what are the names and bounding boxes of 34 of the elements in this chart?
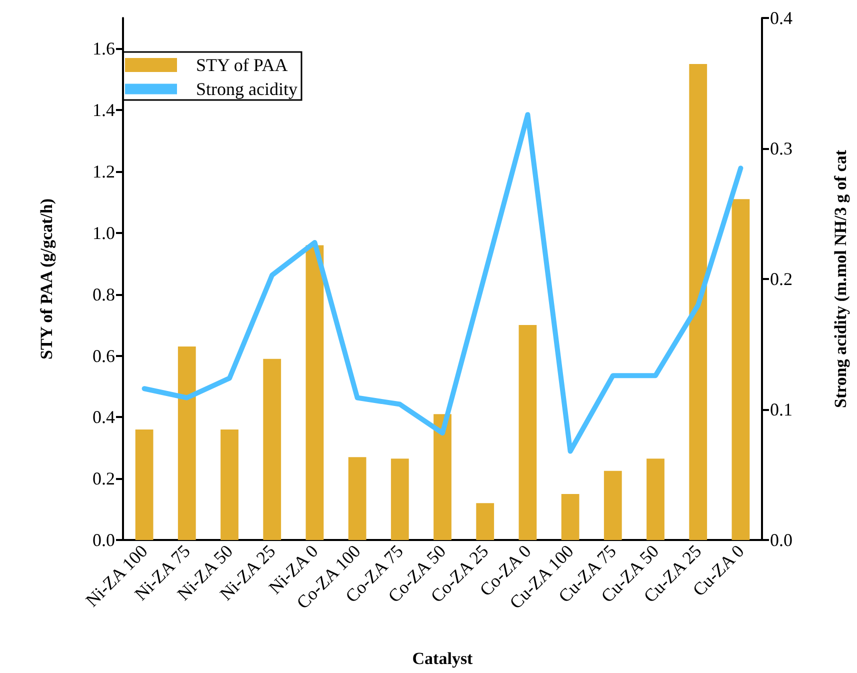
bar bbox=[434, 414, 452, 540]
y-tick-label: 1.2 bbox=[92, 162, 115, 182]
y2-axis-title: Strong acidity (m.mol NH/3 g of cat bbox=[831, 150, 850, 408]
bar bbox=[689, 64, 708, 540]
bar bbox=[348, 457, 366, 540]
x-axis-title: Catalyst bbox=[412, 649, 474, 668]
bar bbox=[263, 358, 282, 540]
bar bbox=[604, 470, 622, 540]
bar bbox=[220, 429, 238, 540]
bar bbox=[306, 245, 324, 540]
bar bbox=[476, 503, 494, 540]
y2-tick-label: 0.4 bbox=[770, 8, 792, 28]
y-tick-label: 1.6 bbox=[92, 38, 115, 59]
y-tick-label: 1.4 bbox=[92, 100, 115, 120]
y-tick-label: 1.0 bbox=[92, 222, 115, 243]
y-tick-label: 0.8 bbox=[92, 284, 115, 304]
bar bbox=[561, 494, 580, 540]
y-axis-title: STY of PAA (g/gcat/h) bbox=[37, 198, 56, 360]
bar bbox=[390, 458, 409, 540]
y2-tick-label: 0.3 bbox=[770, 138, 792, 158]
y-tick-label: 0.0 bbox=[92, 530, 115, 550]
y2-tick-label: 0.1 bbox=[770, 400, 792, 420]
y2-tick-label: 0.2 bbox=[770, 269, 792, 289]
bar bbox=[178, 346, 196, 540]
y-tick-label: 0.4 bbox=[92, 407, 115, 428]
legend-label: Strong acidity bbox=[196, 79, 298, 99]
legend-label: STY of PAA bbox=[196, 55, 288, 75]
y-tick-label: 0.2 bbox=[92, 468, 115, 489]
bar bbox=[135, 429, 154, 540]
bar bbox=[518, 325, 537, 540]
bar bbox=[732, 199, 750, 540]
bar bbox=[646, 458, 664, 540]
y-tick-label: 0.6 bbox=[92, 346, 115, 366]
y2-tick-label: 0.0 bbox=[770, 530, 792, 550]
